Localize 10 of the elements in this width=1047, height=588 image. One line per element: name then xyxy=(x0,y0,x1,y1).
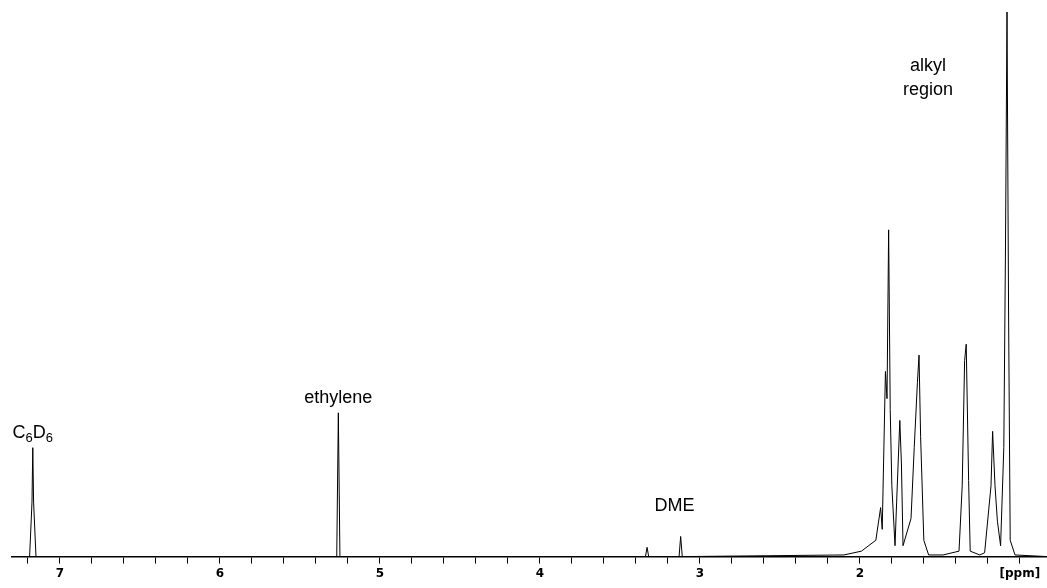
annotation: alkyl region xyxy=(902,54,953,99)
annotation: ethylene xyxy=(304,386,373,407)
x-tick-label: 6 xyxy=(215,565,225,580)
x-tick-label: 7 xyxy=(55,565,65,580)
x-tick-label: 2 xyxy=(855,565,865,580)
x-tick-label: 4 xyxy=(535,565,545,580)
x-tick-label: 5 xyxy=(375,565,385,580)
x-tick-label: [ppm] xyxy=(999,565,1041,580)
x-tick-label: 3 xyxy=(695,565,705,580)
annotation: DME xyxy=(654,495,695,516)
